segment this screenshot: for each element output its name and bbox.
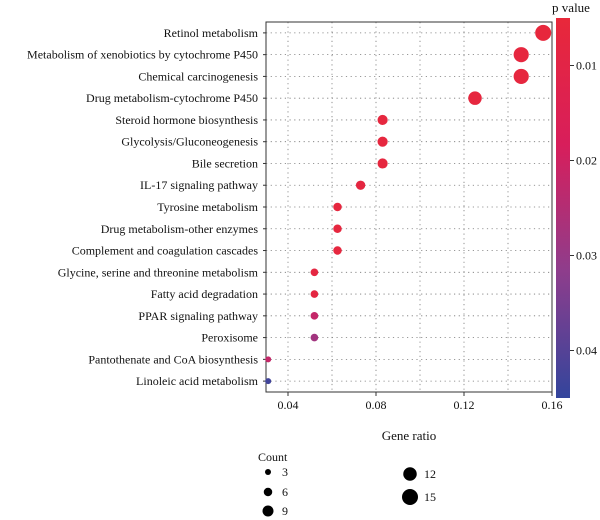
color-legend-tick-label: 0.03 — [576, 249, 597, 263]
y-tick-label: Bile secretion — [192, 156, 258, 170]
data-point — [310, 333, 319, 342]
data-point — [355, 180, 366, 190]
data-point — [468, 91, 482, 105]
y-tick-label: Glycolysis/Gluconeogenesis — [121, 135, 258, 149]
size-legend-label: 9 — [282, 504, 288, 518]
size-legend-label: 15 — [424, 490, 436, 504]
x-tick-label: 0.12 — [454, 398, 475, 412]
size-legend-title: Count — [258, 450, 288, 464]
x-tick-marks: 0.04 0.08 0.12 0.16 — [278, 392, 563, 412]
size-legend-label: 12 — [424, 467, 436, 481]
y-tick-label: Drug metabolism-cytochrome P450 — [86, 91, 258, 105]
size-legend-label: 6 — [282, 485, 288, 499]
y-tick-labels: Retinol metabolism Metabolism of xenobiot… — [27, 26, 266, 388]
data-point — [310, 268, 319, 277]
data-point — [377, 136, 388, 147]
color-legend-ticks: 0.01 0.02 0.03 0.04 — [570, 59, 597, 358]
size-legend-label: 3 — [282, 465, 288, 479]
data-point — [265, 378, 272, 385]
color-legend-tick-label: 0.01 — [576, 59, 597, 73]
data-point — [310, 290, 319, 298]
x-axis-label: Gene ratio — [382, 428, 437, 443]
color-legend-tick-label: 0.02 — [576, 154, 597, 168]
x-tick-label: 0.16 — [542, 398, 563, 412]
size-legend-symbol — [262, 505, 274, 517]
y-tick-label: Fatty acid degradation — [151, 287, 258, 301]
y-tick-label: Pantothenate and CoA biosynthesis — [88, 352, 258, 366]
color-legend-bar — [556, 18, 570, 398]
y-tick-label: Glycine, serine and threonine metabolism — [58, 265, 259, 279]
data-point — [333, 202, 342, 212]
data-point — [377, 158, 388, 169]
y-tick-label: Metabolism of xenobiotics by cytochrome … — [27, 48, 258, 62]
size-legend-symbol — [403, 467, 417, 481]
data-point — [513, 68, 529, 84]
y-tick-label: PPAR signaling pathway — [138, 309, 258, 323]
data-point — [333, 246, 342, 255]
size-legend-symbol — [263, 487, 273, 497]
y-tick-label: Tyrosine metabolism — [157, 200, 258, 214]
data-point — [513, 47, 529, 63]
data-point — [265, 356, 272, 363]
y-tick-label: Linoleic acid metabolism — [136, 374, 259, 388]
data-point — [310, 311, 319, 320]
y-tick-label: Retinol metabolism — [164, 26, 259, 40]
size-legend-symbol — [265, 469, 271, 475]
y-tick-label: Chemical carcinogenesis — [138, 69, 258, 83]
size-legend: 3 6 9 12 15 — [262, 465, 436, 518]
color-legend-tick-label: 0.04 — [576, 344, 597, 358]
data-point — [535, 24, 552, 41]
x-tick-label: 0.04 — [278, 398, 299, 412]
x-tick-label: 0.08 — [366, 398, 387, 412]
y-tick-label: Drug metabolism-other enzymes — [101, 222, 259, 236]
color-legend-title: p value — [552, 0, 590, 15]
y-tick-label: Peroxisome — [201, 331, 258, 345]
data-point — [333, 224, 342, 234]
y-tick-label: Complement and coagulation cascades — [72, 244, 259, 258]
y-tick-label: Steroid hormone biosynthesis — [115, 113, 258, 127]
data-point — [377, 114, 388, 126]
size-legend-symbol — [402, 489, 418, 505]
grid-lines — [266, 22, 552, 392]
data-points — [265, 24, 552, 385]
y-tick-label: IL-17 signaling pathway — [140, 178, 258, 192]
